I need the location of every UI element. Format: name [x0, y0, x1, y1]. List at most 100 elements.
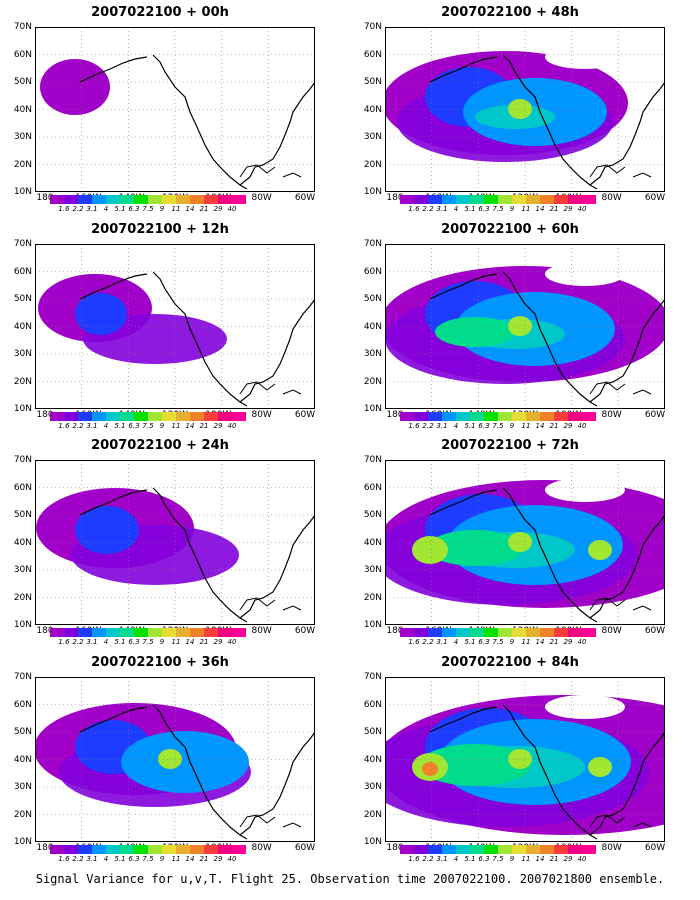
colorbar-label: 29: [213, 422, 223, 430]
colorbar-swatch: [50, 195, 64, 204]
colorbar-swatch: [526, 412, 540, 421]
colorbar-label: 7.5: [142, 638, 154, 646]
colorbar-label: 6.3: [128, 422, 140, 430]
colorbar-swatch: [120, 195, 134, 204]
lat-tick-label: 60N: [13, 699, 32, 710]
lat-tick-label: 50N: [13, 727, 32, 737]
colorbar-swatch: [554, 412, 568, 421]
lat-tick-label: 60N: [363, 699, 382, 710]
lon-tick-label: 80W: [251, 843, 272, 853]
colorbar-swatch: [568, 195, 582, 204]
lon-tick-label: 80W: [251, 193, 272, 203]
colorbar-swatch: [526, 845, 540, 854]
lon-tick-label: 80W: [601, 843, 622, 853]
colorbar-label: 7.5: [492, 855, 504, 863]
lat-tick-label: 10N: [363, 837, 382, 847]
colorbar-swatch: [148, 195, 162, 204]
lat-tick-label: 20N: [13, 809, 32, 820]
colorbar-label: 1.6: [408, 638, 420, 646]
colorbar-label: 40: [577, 638, 587, 646]
colorbar-label: 3.1: [436, 855, 448, 863]
colorbar-swatch: [162, 628, 176, 637]
lon-tick-label: 180: [36, 843, 54, 853]
lat-tick-label: 70N: [13, 239, 32, 249]
lat-tick-label: 50N: [363, 294, 382, 304]
colorbar-label: 7.5: [492, 638, 504, 646]
colorbar-label: 7.5: [492, 205, 504, 213]
colorbar-swatch: [484, 628, 498, 637]
colorbar-label: 9: [509, 205, 515, 213]
colorbar-label: 6.3: [128, 205, 140, 213]
colorbar-label: 21: [549, 422, 559, 430]
colorbar-swatch: [442, 845, 456, 854]
colorbar-label: 4: [103, 638, 109, 646]
colorbar-label: 6.3: [478, 855, 490, 863]
colorbar-label: 5.1: [464, 422, 476, 430]
lon-tick-label: 80W: [601, 193, 622, 203]
colorbar-label: 11: [171, 205, 181, 213]
map-panel: 2007022100 + 12h 70N 60N 50N 40N 30N 20N 10N 180…: [0, 222, 320, 437]
colorbar-swatch: [106, 412, 120, 421]
colorbar-swatch: [218, 845, 232, 854]
colorbar-label: 14: [185, 855, 195, 863]
colorbar-swatch: [456, 195, 470, 204]
colorbar-label: 21: [199, 855, 209, 863]
colorbar-label: 11: [521, 422, 531, 430]
colorbar-swatch: [456, 628, 470, 637]
colorbar-label: 29: [563, 422, 573, 430]
lon-tick-label: 180: [386, 626, 404, 636]
colorbar-swatch: [554, 845, 568, 854]
colorbar-label: 5.1: [114, 422, 126, 430]
lon-tick-label: 80W: [251, 626, 272, 636]
map-plot: [385, 677, 665, 842]
colorbar-label: 5.1: [464, 205, 476, 213]
colorbar-swatch: [232, 412, 246, 421]
colorbar-label: 7.5: [142, 855, 154, 863]
lat-tick-label: 10N: [363, 620, 382, 630]
colorbar-swatch: [204, 628, 218, 637]
map-panel: 2007022100 + 36h 70N 60N 50N 40N 30N 20N 10N 180…: [0, 655, 320, 870]
colorbar-swatch: [190, 628, 204, 637]
colorbar-label: 4: [453, 855, 459, 863]
lat-tick-label: 20N: [363, 809, 382, 820]
lat-tick-label: 70N: [363, 455, 382, 465]
colorbar-label: 4: [103, 422, 109, 430]
colorbar-swatch: [498, 628, 512, 637]
colorbar-swatch: [148, 412, 162, 421]
colorbar-swatch: [526, 628, 540, 637]
colorbar-label: 6.3: [128, 638, 140, 646]
colorbar-label: 1.6: [58, 855, 70, 863]
colorbar-swatch: [106, 195, 120, 204]
colorbar-label: 29: [563, 205, 573, 213]
colorbar-label: 29: [213, 855, 223, 863]
colorbar-swatch: [512, 845, 526, 854]
colorbar-label: 14: [535, 638, 545, 646]
colorbar-swatch: [540, 845, 554, 854]
lon-tick-label: 60W: [294, 193, 316, 203]
colorbar-swatch: [400, 845, 414, 854]
colorbar-label: 14: [185, 638, 195, 646]
colorbar-label: 4: [103, 855, 109, 863]
colorbar-label: 6.3: [128, 855, 140, 863]
lat-tick-label: 10N: [13, 837, 32, 847]
colorbar-swatch: [540, 195, 554, 204]
colorbar-swatch: [92, 195, 106, 204]
colorbar-swatch: [162, 195, 176, 204]
lat-tick-label: 50N: [13, 294, 32, 304]
colorbar-swatch: [120, 412, 134, 421]
colorbar-swatch: [414, 412, 428, 421]
lat-tick-label: 40N: [13, 537, 32, 548]
colorbar: [400, 628, 596, 637]
colorbar-swatch: [162, 412, 176, 421]
colorbar: [400, 412, 596, 421]
colorbar-swatch: [176, 195, 190, 204]
colorbar-label: 4: [453, 638, 459, 646]
colorbar-swatch: [526, 195, 540, 204]
colorbar-label: 40: [227, 205, 237, 213]
colorbar-swatch: [428, 412, 442, 421]
lat-tick-label: 40N: [13, 321, 32, 332]
lat-tick-label: 10N: [13, 404, 32, 414]
colorbar-label: 2.2: [422, 422, 434, 430]
colorbar-swatch: [64, 845, 78, 854]
colorbar-swatch: [232, 195, 246, 204]
